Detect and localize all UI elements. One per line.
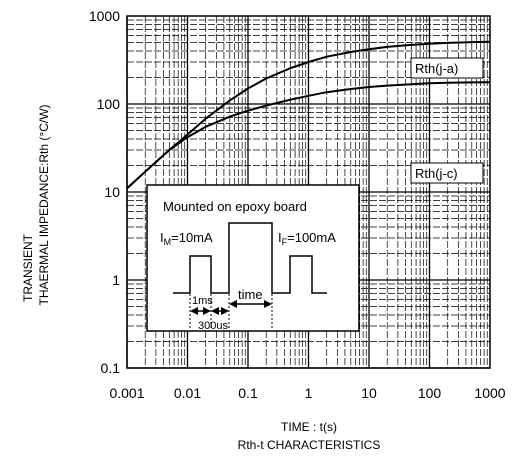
x-tick-label: 0.1 <box>238 385 258 401</box>
y-axis-label-line2: THAERMAL IMPEDANCE:Rth (°C/W) <box>37 104 51 305</box>
y-tick-labels: 1000 100 10 1 0.1 <box>89 8 120 376</box>
inset-300us-label: 300us <box>198 320 228 332</box>
x-tick-label: 1000 <box>474 385 505 401</box>
inset-measurement-box: Mounted on epoxy board IM=10mA IF=100mA … <box>146 184 360 332</box>
y-tick-label: 1000 <box>89 8 120 24</box>
x-tick-label: 10 <box>361 385 377 401</box>
label-rth-jc-text: Rth(j-c) <box>415 166 458 181</box>
y-tick-label: 0.1 <box>101 360 121 376</box>
inset-gap-arrow-left <box>211 307 219 315</box>
series-line-rth-jc <box>126 81 491 190</box>
inset-time-label: time <box>238 287 263 302</box>
label-rth-ja-text: Rth(j-a) <box>415 61 458 76</box>
inset-im-label: IM=10mA <box>160 230 213 247</box>
inset-title: Mounted on epoxy board <box>163 199 307 214</box>
y-tick-label: 100 <box>97 96 121 112</box>
y-tick-label: 1 <box>112 272 120 288</box>
inset-1ms-label: 1ms <box>192 295 213 307</box>
inset-if-label: IF=100mA <box>278 230 336 247</box>
inset-time-arrow-left <box>229 300 237 308</box>
chart-caption: Rth-t CHARACTERISTICS <box>238 438 381 452</box>
inset-pulse-waveform <box>173 222 327 294</box>
label-rth-jc: Rth(j-c) <box>410 162 484 184</box>
x-tick-labels: 0.001 0.01 0.1 1 10 100 1000 <box>109 385 505 401</box>
x-tick-label: 1 <box>305 385 313 401</box>
x-tick-label: 100 <box>418 385 442 401</box>
label-rth-ja: Rth(j-a) <box>410 57 484 79</box>
curves <box>126 40 491 190</box>
inset-1ms-arrow-right <box>203 307 211 315</box>
inset-time-arrow-right <box>264 300 272 308</box>
x-axis-label: TIME : t(s) <box>281 420 337 434</box>
x-tick-label: 0.01 <box>174 385 201 401</box>
inset-1ms-arrow-left <box>190 307 198 315</box>
inset-gap-arrow-right <box>221 307 229 315</box>
plot-frame <box>126 15 491 369</box>
x-tick-label: 0.001 <box>109 385 144 401</box>
series-line-rth-ja <box>126 40 491 190</box>
y-tick-label: 10 <box>104 184 120 200</box>
y-axis-label-line1: TRANSIENT <box>21 233 35 302</box>
